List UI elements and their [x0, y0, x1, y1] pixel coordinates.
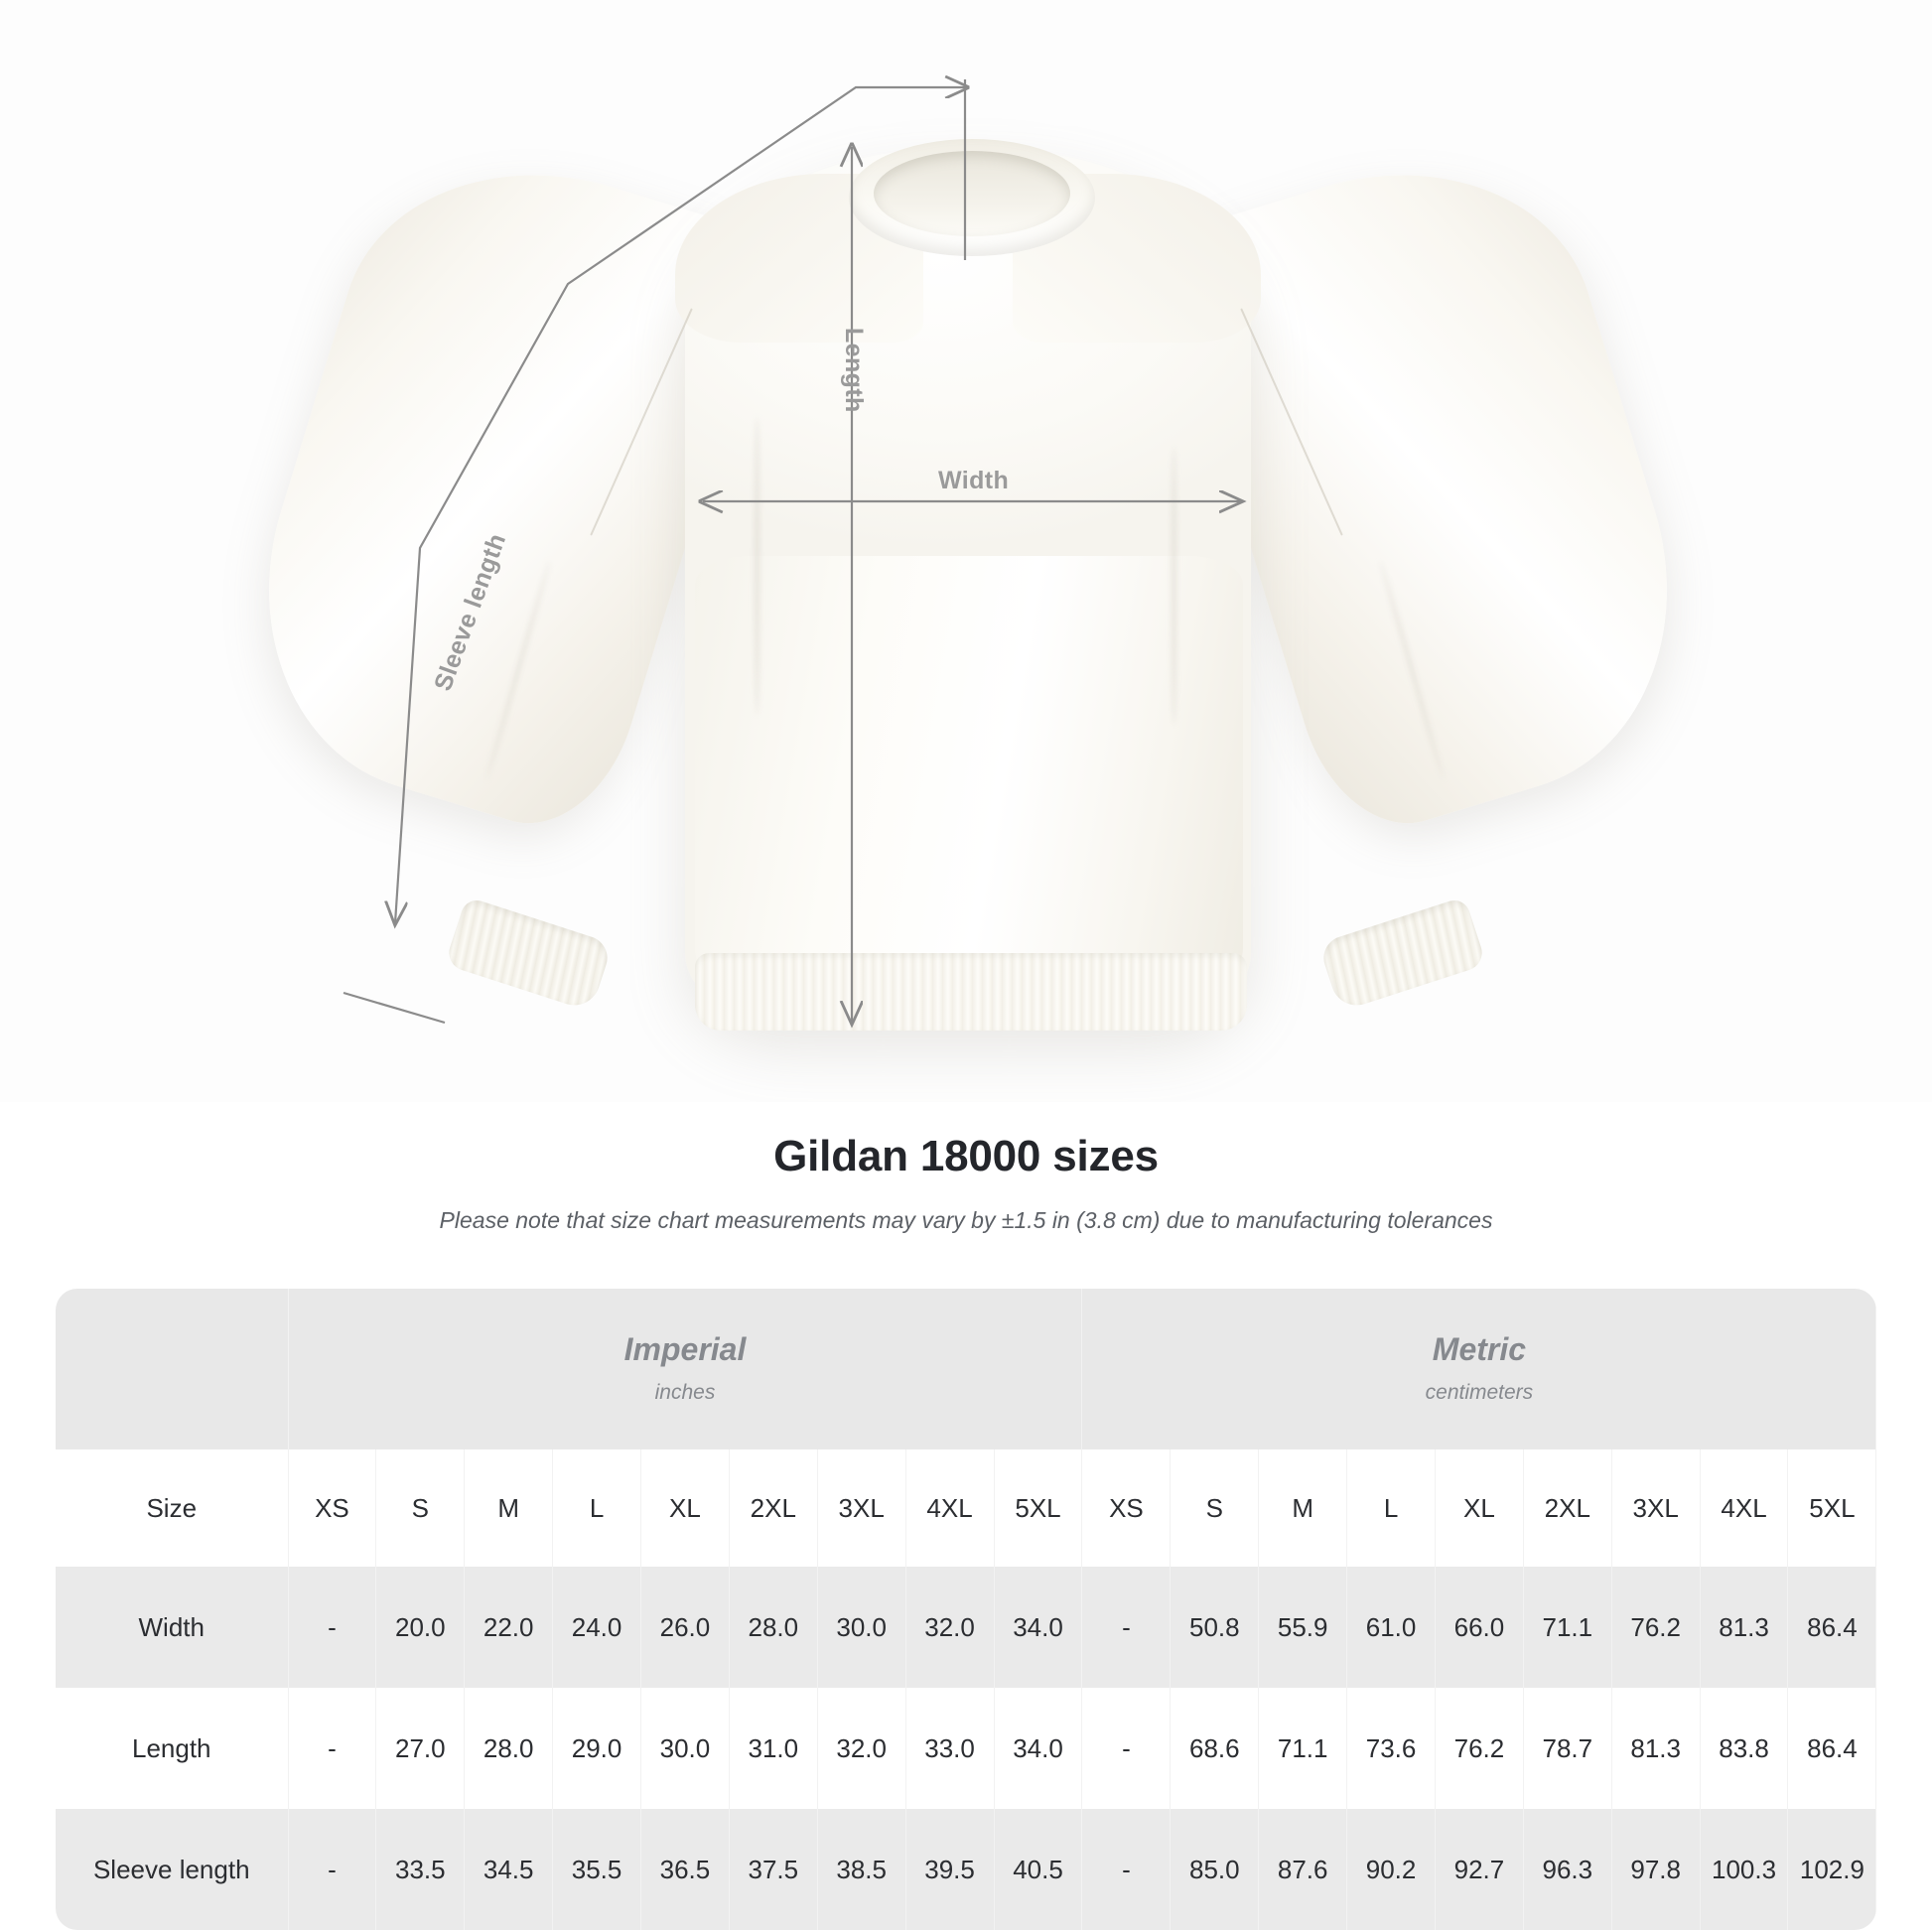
measurement-cell: 68.6 — [1170, 1688, 1260, 1809]
measurement-cell: 34.0 — [994, 1567, 1083, 1688]
page-title: Gildan 18000 sizes — [773, 1132, 1159, 1180]
measurement-cell: 96.3 — [1523, 1809, 1612, 1930]
table-row: Width -20.0 22.0 24.0 26.0 28.0 30.0 32.0 34.0-5… — [56, 1567, 1876, 1688]
measurement-cell: 30.0 — [640, 1688, 730, 1809]
size-header-l: L — [552, 1449, 641, 1567]
measurement-cell: 40.5 — [994, 1809, 1083, 1930]
unit-system-header-row: Imperial inches Metric centimeters — [56, 1289, 1876, 1449]
measurement-cell: 29.0 — [552, 1688, 641, 1809]
measurement-cell: 81.3 — [1700, 1567, 1789, 1688]
measurement-cell: 37.5 — [729, 1809, 818, 1930]
measurement-cell: 100.3 — [1700, 1809, 1789, 1930]
table-row: Length -27.0 28.0 29.0 30.0 31.0 32.0 33.0 34.0-… — [56, 1688, 1876, 1809]
measurement-cell: 90.2 — [1346, 1809, 1436, 1930]
measurement-cell: 33.5 — [375, 1809, 466, 1930]
chart-caption: Gildan 18000 sizes Please note that size… — [0, 1132, 1932, 1234]
measurement-cell: 24.0 — [552, 1567, 641, 1688]
measurement-cell: 26.0 — [640, 1567, 730, 1688]
unit-spacer-cell — [56, 1289, 289, 1449]
size-header-3xl: 3XL — [817, 1449, 906, 1567]
measurement-cell: 83.8 — [1700, 1688, 1789, 1809]
measurement-cell: 36.5 — [640, 1809, 730, 1930]
size-header-2xl: 2XL — [729, 1449, 818, 1567]
table-row: Sleeve length -33.5 34.5 35.5 36.5 37.5 38.5 39… — [56, 1809, 1876, 1930]
measurement-cell: 97.8 — [1611, 1809, 1701, 1930]
size-header-xs: XS — [1081, 1449, 1172, 1567]
length-label: Length — [840, 328, 868, 413]
dimension-label: Width — [56, 1567, 289, 1688]
fabric-fold — [1172, 447, 1176, 725]
size-header-3xl: 3XL — [1611, 1449, 1701, 1567]
measurement-cell: 38.5 — [817, 1809, 906, 1930]
measurement-cell: 61.0 — [1346, 1567, 1436, 1688]
measurement-cell: - — [1081, 1809, 1172, 1930]
measurement-cell: 78.7 — [1523, 1688, 1612, 1809]
product-photo: Length Width Sleeve length — [213, 0, 1932, 1102]
size-header-5xl: 5XL — [994, 1449, 1083, 1567]
size-header-xl: XL — [640, 1449, 730, 1567]
measurement-overlay — [343, 0, 1932, 1102]
size-header-4xl: 4XL — [905, 1449, 995, 1567]
measurement-cell: 50.8 — [1170, 1567, 1260, 1688]
measurement-cell: 35.5 — [552, 1809, 641, 1930]
measurement-cell: 102.9 — [1787, 1809, 1876, 1930]
measurement-cell: - — [288, 1567, 377, 1688]
measurement-cell: - — [1081, 1567, 1172, 1688]
measurement-cell: 30.0 — [817, 1567, 906, 1688]
size-header-xl: XL — [1435, 1449, 1524, 1567]
size-header-xs: XS — [288, 1449, 377, 1567]
size-header-5xl: 5XL — [1787, 1449, 1876, 1567]
size-header-row: Size XS S M L XL 2XL 3XL 4XL 5XL XS S M L XL 2XL 3XL 4XL 5… — [56, 1449, 1876, 1567]
measurement-cell: 71.1 — [1258, 1688, 1348, 1809]
unit-system-imperial: Imperial inches — [288, 1289, 1083, 1449]
measurement-cell: 33.0 — [905, 1688, 995, 1809]
size-header-m: M — [1258, 1449, 1348, 1567]
measurement-cell: - — [288, 1809, 377, 1930]
measurement-cell: 85.0 — [1170, 1809, 1260, 1930]
measurement-cell: 39.5 — [905, 1809, 995, 1930]
tolerance-note: Please note that size chart measurements… — [439, 1207, 1493, 1233]
measurement-cell: 32.0 — [905, 1567, 995, 1688]
unit-system-unit: inches — [654, 1380, 716, 1404]
unit-system-unit: centimeters — [1425, 1380, 1534, 1404]
size-header-m: M — [464, 1449, 554, 1567]
size-chart-table: Imperial inches Metric centimeters Size X… — [56, 1289, 1876, 1930]
measurement-cell: 73.6 — [1346, 1688, 1436, 1809]
measurement-cell: 92.7 — [1435, 1809, 1524, 1930]
unit-system-name: Imperial — [623, 1331, 747, 1368]
dimension-label: Sleeve length — [56, 1809, 289, 1930]
measurement-cell: 20.0 — [375, 1567, 466, 1688]
unit-system-metric: Metric centimeters — [1081, 1289, 1876, 1449]
measurement-cell: 81.3 — [1611, 1688, 1701, 1809]
measurement-cell: 28.0 — [464, 1688, 554, 1809]
measurement-cell: 71.1 — [1523, 1567, 1612, 1688]
measurement-cell: 31.0 — [729, 1688, 818, 1809]
measurement-cell: - — [288, 1688, 377, 1809]
measurement-cell: - — [1081, 1688, 1172, 1809]
bottom-hem — [695, 953, 1247, 1031]
measurement-cell: 76.2 — [1611, 1567, 1701, 1688]
dimension-label: Length — [56, 1688, 289, 1809]
size-header-2xl: 2XL — [1523, 1449, 1612, 1567]
measurement-cell: 86.4 — [1787, 1688, 1876, 1809]
measurement-cell: 66.0 — [1435, 1567, 1524, 1688]
measurement-cell: 55.9 — [1258, 1567, 1348, 1688]
width-label: Width — [938, 467, 1010, 494]
measurement-cell: 34.5 — [464, 1809, 554, 1930]
measurement-cell: 32.0 — [817, 1688, 906, 1809]
size-header-l: L — [1346, 1449, 1436, 1567]
measurement-cell: 86.4 — [1787, 1567, 1876, 1688]
size-header-s: S — [1170, 1449, 1260, 1567]
measurement-cell: 28.0 — [729, 1567, 818, 1688]
measurement-cell: 76.2 — [1435, 1688, 1524, 1809]
measurement-cell: 87.6 — [1258, 1809, 1348, 1930]
measurement-cell: 34.0 — [994, 1688, 1083, 1809]
unit-system-name: Metric — [1432, 1331, 1527, 1368]
measurement-cell: 27.0 — [375, 1688, 466, 1809]
size-label-cell: Size — [56, 1449, 289, 1567]
size-header-4xl: 4XL — [1700, 1449, 1789, 1567]
size-header-s: S — [375, 1449, 466, 1567]
measurement-cell: 22.0 — [464, 1567, 554, 1688]
sleeve-length-measure-line — [343, 79, 965, 1025]
